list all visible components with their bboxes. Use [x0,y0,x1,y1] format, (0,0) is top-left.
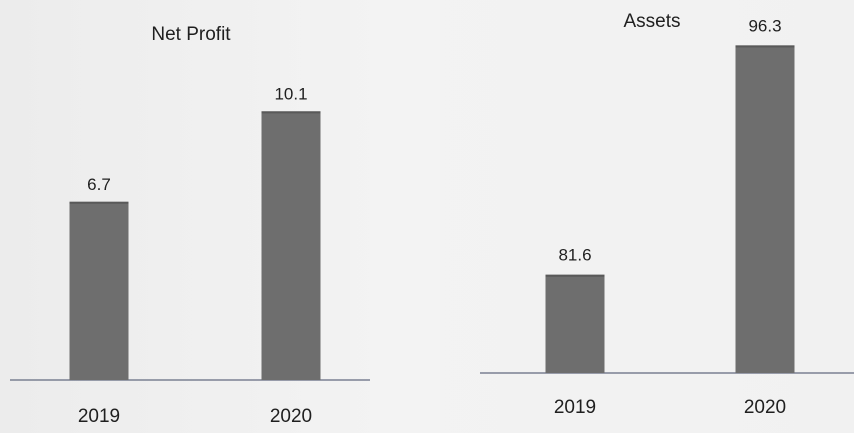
assets-chart: Assets 81.6 2019 96.3 2020 [480,11,854,418]
bar-2020 [261,111,321,380]
bar-2019 [545,274,605,373]
bar-top-edge-2019 [69,201,129,204]
data-label-2020: 96.3 [748,16,781,35]
data-label-2019: 6.7 [87,175,111,194]
bar-top-edge-2020 [735,45,795,48]
bar-top-edge-2019 [545,274,605,277]
net-profit-chart: Net Profit 6.7 2019 10.1 2020 [10,24,370,427]
x-tick-label-2020: 2020 [744,397,786,418]
data-label-2019: 81.6 [558,246,591,265]
chart-title-net-profit: Net Profit [151,24,231,45]
x-tick-label-2019: 2019 [78,406,120,427]
x-tick-label-2020: 2020 [270,406,312,427]
bar-2020 [735,45,795,374]
bar-2019 [69,201,129,380]
x-tick-label-2019: 2019 [554,397,596,418]
bar-top-edge-2020 [261,111,321,114]
chart-title-assets: Assets [623,11,680,32]
data-label-2020: 10.1 [274,84,307,103]
